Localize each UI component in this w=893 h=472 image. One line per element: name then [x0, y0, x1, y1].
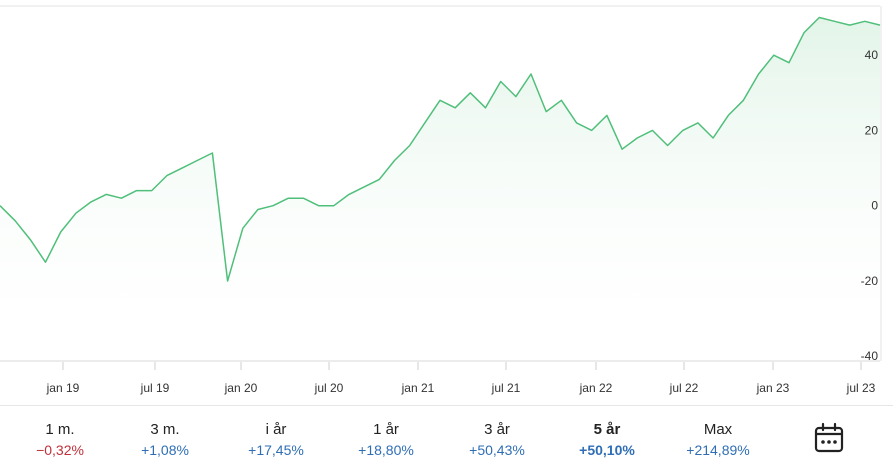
y-tick-label: 0 — [871, 199, 878, 213]
period-label: i år — [265, 421, 287, 438]
x-tick-label: jan 22 — [579, 381, 613, 395]
period-label: 3 m. — [150, 421, 180, 438]
period-label: 3 år — [484, 421, 510, 438]
period-1m[interactable]: 1 m. −0,32% — [8, 420, 112, 459]
period-change: +50,43% — [469, 442, 525, 458]
period-5y[interactable]: 5 år +50,10% — [555, 420, 659, 459]
x-tick-label: jul 22 — [669, 381, 699, 395]
period-change: +18,80% — [358, 442, 414, 458]
period-selector: 1 m. −0,32% 3 m. +1,08% i år +17,45% 1 å… — [0, 405, 893, 472]
period-ytd[interactable]: i år +17,45% — [224, 420, 328, 459]
period-label: Max — [703, 421, 733, 438]
x-tick-label: jan 19 — [46, 381, 80, 395]
x-tick-label: jul 19 — [140, 381, 170, 395]
period-change: +50,10% — [579, 442, 635, 458]
x-tick-label: jul 20 — [314, 381, 344, 395]
x-tick-label: jan 23 — [756, 381, 790, 395]
period-change: +1,08% — [141, 442, 189, 458]
x-tick-label: jan 20 — [224, 381, 258, 395]
x-tick-label: jul 21 — [491, 381, 521, 395]
series-area — [0, 17, 880, 360]
period-label: 5 år — [593, 421, 621, 438]
price-chart: 40 20 0 -20 -40 jan 19 jul 19 jan 20 jul 20 jan … — [0, 5, 882, 395]
y-tick-label: 20 — [865, 123, 879, 137]
period-3m[interactable]: 3 m. +1,08% — [113, 420, 217, 459]
y-tick-label: -20 — [861, 274, 879, 288]
calendar-icon[interactable] — [812, 421, 846, 455]
period-1y[interactable]: 1 år +18,80% — [334, 420, 438, 459]
period-3y[interactable]: 3 år +50,43% — [445, 420, 549, 459]
period-change: +214,89% — [686, 442, 750, 458]
x-tick-label: jul 23 — [846, 381, 876, 395]
period-label: 1 m. — [45, 421, 75, 438]
y-tick-label: 40 — [865, 48, 879, 62]
period-max[interactable]: Max +214,89% — [666, 420, 770, 459]
period-change: +17,45% — [248, 442, 304, 458]
series-line — [0, 16, 881, 282]
period-change: −0,32% — [36, 442, 84, 458]
period-label: 1 år — [373, 421, 399, 438]
y-tick-label: -40 — [861, 349, 879, 363]
x-tick-label: jan 21 — [401, 381, 435, 395]
